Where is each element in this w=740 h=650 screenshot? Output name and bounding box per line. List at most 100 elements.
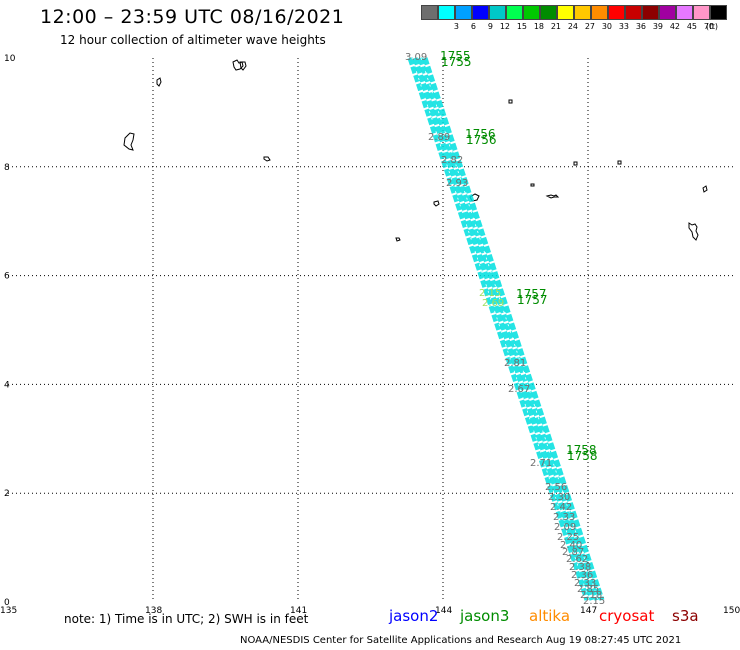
scale-label: 36 [635,22,646,31]
swh-reading: 2.15 [583,596,605,607]
swh-reading: 2.87 [562,547,584,558]
map-subtitle: 12 hour collection of altimeter wave hei… [60,33,326,47]
scale-swatch [540,5,557,20]
lon-tick-label: 144 [435,606,452,616]
track-swath [417,57,600,601]
island-outline [508,99,513,104]
pass-time-label: 1757 [517,293,548,307]
scale-swatch [591,5,608,20]
axis-tick-labels: 135 138 141 144 147 150 0 2 4 6 8 10 [0,54,740,616]
island-outline [123,132,135,151]
scale-swatch [710,5,727,20]
map-title: 12:00 – 23:59 UTC 08/16/2021 [40,6,345,28]
satellite-track [407,57,605,601]
swh-reading: 2.18 [580,590,602,601]
scale-label: 45 [686,22,697,31]
sat-jason3: jason3 [460,607,510,625]
island-outline [263,156,271,162]
swh-reading: 2.33 [574,578,596,589]
scale-swatch [608,5,625,20]
lon-tick-label: 147 [580,606,597,616]
island-outline [545,194,560,199]
swh-reading: 2.85 [577,584,599,595]
swh-reading: 2.09 [554,522,576,533]
swh-reading: 2.56 [545,482,567,493]
scale-swatch [472,5,489,20]
pass-time-label: 1757 [516,287,547,301]
swh-reading: 2.40 [560,540,582,551]
pass-time-label: 1755 [441,55,472,69]
swh-reading: 2.33 [553,512,575,523]
pass-time-label: 1758 [567,449,598,463]
swh-reading: 2.69 [482,298,504,309]
scale-label: 39 [652,22,663,31]
lat-tick-label: 6 [4,272,10,282]
sat-cryosat: cryosat [599,607,655,625]
scale-unit: (ft) [706,22,719,31]
island-outline [688,222,699,241]
scale-label: 12 [499,22,510,31]
scale-label: 42 [669,22,680,31]
island-outline [395,237,401,242]
island-outline [573,161,578,166]
scale-swatch [557,5,574,20]
scale-swatch [523,5,540,20]
sat-altika: altika [529,607,571,625]
swh-reading: 2.15 [479,288,501,299]
track-swath [407,57,590,601]
island-outline [156,77,162,87]
island-outline [702,185,708,193]
scale-label: 6 [470,22,476,31]
scale-swatch [438,5,455,20]
swh-reading: 3.09 [405,52,427,63]
swh-reading: 2.93 [446,178,468,189]
scale-label: 3 [453,22,459,31]
sat-jason2: jason2 [389,607,439,625]
scale-label: 33 [618,22,629,31]
island-outline [530,183,535,187]
island-outline [232,59,247,71]
swh-reading: 2.82 [441,155,463,166]
swh-reading: 2.38 [569,562,591,573]
scale-swatch [455,5,472,20]
swh-reading: 2.67 [508,384,530,395]
pass-time-label: 1756 [465,127,496,141]
scale-label: 9 [487,22,493,31]
track-swath [412,57,595,601]
scale-swatch [659,5,676,20]
lon-tick-label: 135 [0,606,17,616]
swh-reading: 2.71 [530,458,552,469]
pass-time-label: 1758 [566,443,597,457]
scale-label: 21 [550,22,561,31]
lon-tick-label: 141 [290,606,307,616]
track-swath [422,57,605,601]
scale-swatch [676,5,693,20]
island-outline [433,200,440,207]
pass-time-label: 1755 [440,49,471,63]
swh-reading: 2.36 [571,570,593,581]
swh-reading: 2.25 [557,532,579,543]
lat-tick-label: 0 [4,598,10,608]
swh-reading: 2.81 [504,358,526,369]
lat-tick-label: 8 [4,163,10,173]
island-outline [617,160,622,165]
island-outlines [123,59,708,242]
lon-tick-label: 150 [723,606,740,616]
scale-swatch [693,5,710,20]
swh-reading: 2.30 [548,492,570,503]
swh-reading: 2.89 [428,132,450,143]
scale-swatch [506,5,523,20]
swh-readings: 3.09 2.89 2.82 2.93 2.81 2.67 2.71 2.562.302.42… [405,52,605,607]
scale-label: 15 [516,22,527,31]
lat-lon-grid [8,58,733,602]
lon-tick-label: 138 [145,606,162,616]
lat-tick-label: 10 [4,54,16,64]
pass-time-label: 1756 [466,133,497,147]
scale-swatch [489,5,506,20]
footer-note: note: 1) Time is in UTC; 2) SWH is in fe… [64,612,309,626]
scale-swatch [421,5,438,20]
scale-label: 24 [567,22,578,31]
sat-s3a: s3a [672,607,699,625]
